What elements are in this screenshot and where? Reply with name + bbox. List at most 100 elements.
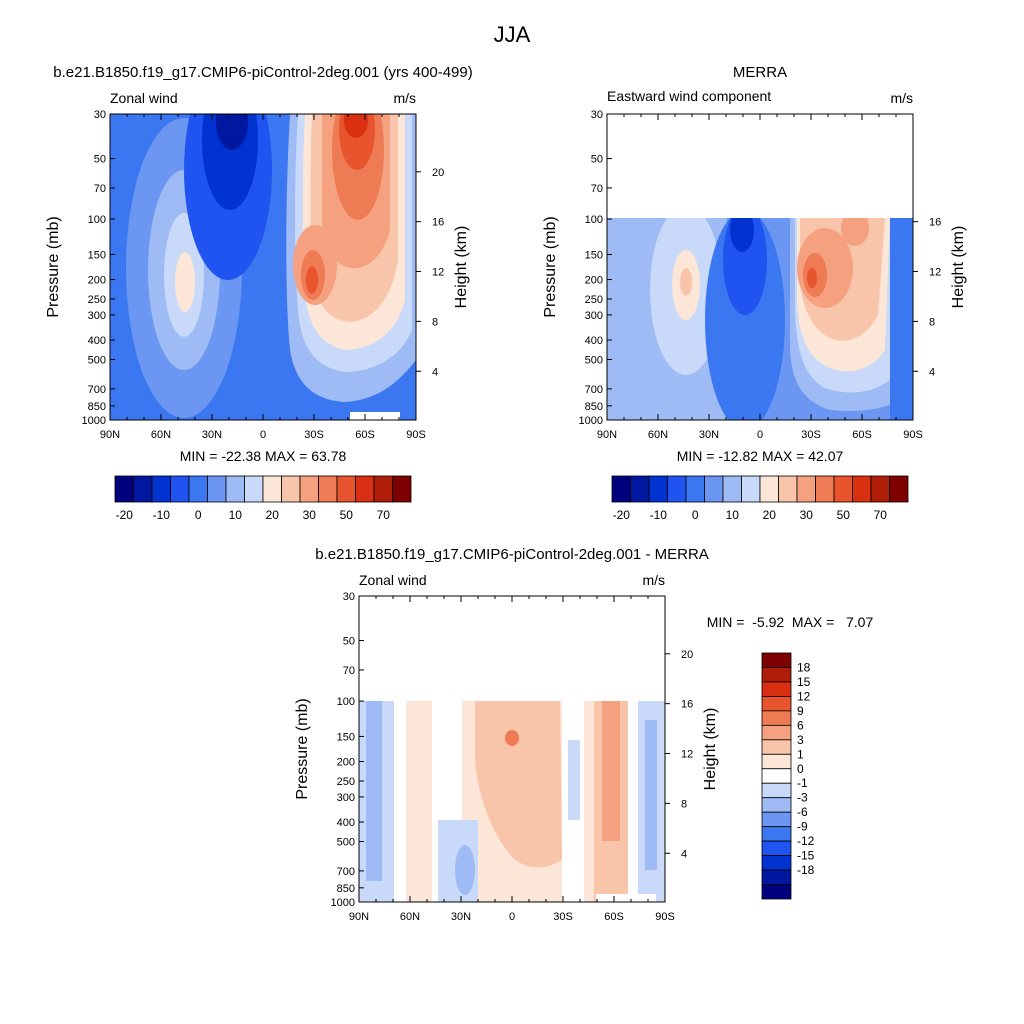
panel-a-colorbar-swatch — [336, 475, 356, 503]
panel-c-colorbar-swatch — [761, 696, 792, 712]
panel-b-colorbar-swatch — [648, 475, 668, 503]
panel-b-ytick-label: 500 — [585, 355, 603, 367]
panel-c-colorbar-swatch — [761, 826, 792, 842]
panel-c-colorbar-label: -1 — [797, 776, 808, 790]
panel-a-ylabel: Pressure (mb) — [45, 216, 62, 317]
panel-a-ytick-label: 100 — [88, 214, 106, 226]
panel-b-colorbar-swatch — [889, 475, 909, 503]
panel-b-y2tick-label: 16 — [929, 217, 941, 229]
panel-a-xtick-label: 60S — [355, 429, 375, 441]
panel-c-colorbar-swatch — [761, 753, 792, 770]
panel-a-colorbar-swatch — [170, 475, 190, 503]
panel-c-ytick-label: 30 — [343, 591, 355, 603]
panel-b-colorbar-swatch — [741, 475, 761, 503]
panel-b-sh-jet-core — [807, 268, 817, 288]
panel-a-colorbar-label: 50 — [340, 508, 354, 522]
panel-c-colorbar-swatch — [761, 797, 792, 813]
panel-c-y2tick-label: 8 — [681, 798, 687, 810]
panel-c-colorbar-swatch — [761, 667, 792, 683]
panel-a-nh-jet-core — [175, 252, 195, 312]
panel-c-xtick-label: 30S — [553, 911, 573, 923]
panel-a-xtick-label: 90S — [406, 429, 426, 441]
panel-a-colorbar-swatch — [392, 475, 412, 503]
panel-b-colorbar-swatch — [852, 475, 872, 503]
panel-b-colorbar-label: 10 — [726, 508, 740, 522]
panel-b-colorbar-label: 20 — [763, 508, 777, 522]
panel-b-ytick-label: 50 — [591, 154, 603, 166]
panel-a-field — [110, 114, 416, 420]
panel-b-ylabel: Pressure (mb) — [542, 216, 559, 317]
panel-b-colorbar-label: -10 — [650, 508, 668, 522]
panel-a-xtick-label: 30N — [202, 429, 222, 441]
panel-a-y2tick-label: 8 — [432, 316, 438, 328]
panel-b-nh-jet-core — [680, 268, 692, 296]
panel-c-colorbar-swatch — [761, 710, 792, 726]
panel-c-colorbar-swatch — [761, 855, 792, 871]
panel-c-missing-surface — [596, 894, 656, 902]
panel-b-polar-band — [890, 218, 913, 420]
panel-c-xtick-label: 60N — [400, 911, 420, 923]
panel-b-colorbar-swatch — [685, 475, 705, 503]
panel-b-ytick-label: 200 — [585, 275, 603, 287]
panel-c-ytick-label: 50 — [343, 636, 355, 648]
panel-b-ytick-label: 70 — [591, 183, 603, 195]
panel-c-xtick-label: 90N — [349, 911, 369, 923]
panel-a-ytick-label: 200 — [88, 275, 106, 287]
panel-b-colorbar-swatch — [611, 475, 631, 503]
panel-a-xtick-label: 90N — [100, 429, 120, 441]
panel-a-y2tick-label: 20 — [432, 167, 444, 179]
panel-b-sh-upper — [841, 218, 869, 246]
panel-b-colorbar-swatch — [759, 475, 779, 503]
panel-c-colorbar-label: 6 — [797, 718, 804, 732]
panel-b-right-label: m/s — [890, 90, 913, 106]
panel-c-colorbar-label: -9 — [797, 820, 808, 834]
panel-b-y2tick-label: 8 — [929, 316, 935, 328]
panel-b-ytick-label: 850 — [585, 401, 603, 413]
panel-b-ytick-label: 150 — [585, 249, 603, 261]
panel-c-colorbar-label: 3 — [797, 733, 804, 747]
panel-c-ytick-label: 400 — [337, 817, 355, 829]
panel-c-ytick-label: 850 — [337, 883, 355, 895]
panel-a-colorbar: -20 -10 0 10 20 30 50 70 — [114, 475, 412, 522]
panel-b-colorbar-label: 50 — [837, 508, 851, 522]
panel-b-title: MERRA — [733, 64, 787, 81]
panel-b-colorbar-swatch — [815, 475, 835, 503]
panel-c-80s-blue-2 — [645, 720, 657, 870]
panel-b-ytick-label: 300 — [585, 310, 603, 322]
panel-b-colorbar-swatch — [704, 475, 724, 503]
panel-a-colorbar-swatch — [207, 475, 227, 503]
panel-a-colorbar-swatch — [133, 475, 153, 503]
panel-a-colorbar-swatch — [281, 475, 301, 503]
panel-c-axes: 30 50 70 100 150 200 250 300 400 500 700 850 1000 20 1… — [294, 591, 719, 923]
panel-b-xtick-label: 30N — [699, 429, 719, 441]
panel-a-ytick-label: 700 — [88, 384, 106, 396]
panel-b-colorbar-swatch — [833, 475, 853, 503]
panel-a-colorbar-label: 30 — [303, 508, 317, 522]
figure-title: JJA — [494, 22, 531, 47]
panel-a-colorbar-swatch — [373, 475, 393, 503]
panel-c-colorbar-label: 9 — [797, 704, 804, 718]
panel-c-xtick-label: 0 — [509, 911, 515, 923]
panel-a-stats: MIN = -22.38 MAX = 63.78 — [180, 448, 347, 464]
panel-c-nh-blue-2 — [366, 701, 382, 881]
panel-c-ylabel: Pressure (mb) — [294, 698, 311, 799]
panel-a-ytick-label: 300 — [88, 310, 106, 322]
panel-c-colorbar-label: -6 — [797, 805, 808, 819]
panel-a-xtick-label: 60N — [151, 429, 171, 441]
panel-c-colorbar-swatch — [761, 739, 792, 755]
panel-c-colorbar-label: -12 — [797, 834, 815, 848]
panel-b-xtick-label: 30S — [801, 429, 821, 441]
panel-c-colorbar-label: -3 — [797, 791, 808, 805]
panel-c-y2tick-label: 4 — [681, 848, 687, 860]
panel-c-colorbar-swatch — [761, 768, 792, 784]
panel-b-xtick-label: 60N — [648, 429, 668, 441]
panel-b-colorbar-label: 30 — [800, 508, 814, 522]
panel-b-y2label: Height (km) — [950, 226, 967, 309]
panel-c-colorbar-label: 12 — [797, 689, 811, 703]
panel-a-ytick-label: 1000 — [82, 415, 106, 427]
panel-b-ytick-label: 400 — [585, 335, 603, 347]
panel-a-colorbar-swatch — [225, 475, 245, 503]
panel-c-xtick-label: 30N — [451, 911, 471, 923]
panel-c-colorbar-label: -15 — [797, 849, 815, 863]
